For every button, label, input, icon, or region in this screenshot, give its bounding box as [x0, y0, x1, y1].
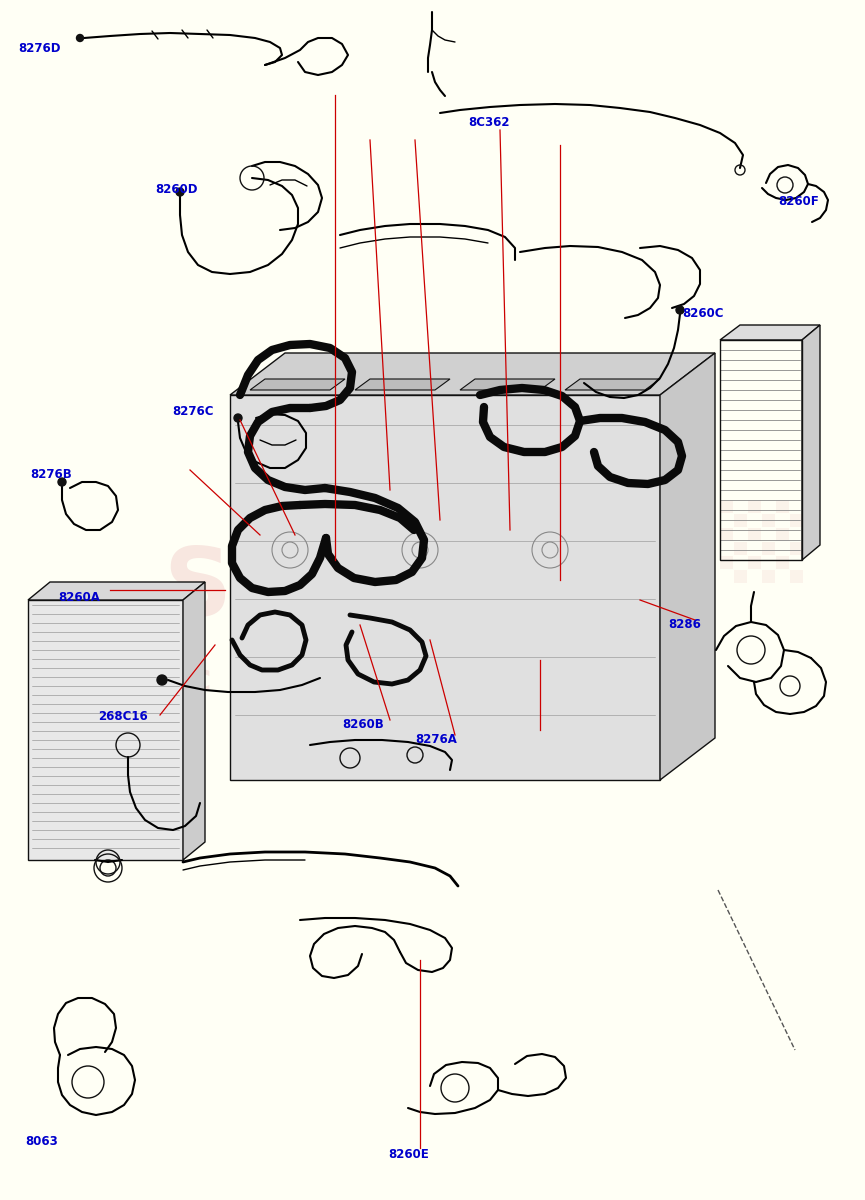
Text: 8260B: 8260B — [342, 718, 384, 731]
Text: 268C16: 268C16 — [98, 710, 148, 722]
Bar — [734, 570, 747, 583]
Bar — [230, 395, 660, 780]
Polygon shape — [183, 582, 205, 860]
Text: 8276D: 8276D — [18, 42, 61, 55]
Text: 8260E: 8260E — [388, 1148, 429, 1162]
Text: 8260A: 8260A — [58, 590, 99, 604]
Circle shape — [58, 478, 66, 486]
Circle shape — [157, 674, 167, 685]
Bar — [734, 514, 747, 527]
Bar — [776, 556, 789, 569]
Text: 8276B: 8276B — [30, 468, 72, 481]
Polygon shape — [250, 379, 345, 390]
Bar — [28, 600, 183, 860]
Bar — [776, 528, 789, 541]
Bar — [720, 340, 802, 560]
Bar — [762, 514, 775, 527]
Circle shape — [234, 414, 242, 422]
Bar — [790, 514, 803, 527]
Text: c: c — [189, 661, 212, 698]
Polygon shape — [460, 379, 555, 390]
Bar — [748, 500, 761, 514]
Bar — [734, 542, 747, 554]
Text: 8276C: 8276C — [172, 404, 214, 418]
Text: 8286: 8286 — [668, 618, 701, 631]
Text: 8C362: 8C362 — [468, 116, 509, 128]
Text: 8260C: 8260C — [682, 307, 723, 320]
Polygon shape — [660, 353, 715, 780]
Bar — [776, 500, 789, 514]
Bar — [790, 542, 803, 554]
Bar — [762, 570, 775, 583]
Text: 8276A: 8276A — [415, 733, 457, 746]
Text: 8260F: 8260F — [778, 194, 819, 208]
Bar — [720, 556, 733, 569]
Text: SCUDERIA: SCUDERIA — [163, 544, 701, 636]
Bar — [790, 570, 803, 583]
Bar — [762, 542, 775, 554]
Bar — [748, 528, 761, 541]
Circle shape — [76, 35, 84, 42]
Circle shape — [676, 306, 684, 314]
Bar — [748, 556, 761, 569]
Text: 8063: 8063 — [25, 1135, 58, 1148]
Circle shape — [176, 188, 184, 196]
Text: 8260D: 8260D — [155, 182, 197, 196]
Polygon shape — [720, 325, 820, 340]
Polygon shape — [565, 379, 660, 390]
Polygon shape — [28, 582, 205, 600]
Polygon shape — [355, 379, 450, 390]
Bar — [720, 528, 733, 541]
Polygon shape — [230, 353, 715, 395]
Polygon shape — [802, 325, 820, 560]
Bar — [720, 500, 733, 514]
